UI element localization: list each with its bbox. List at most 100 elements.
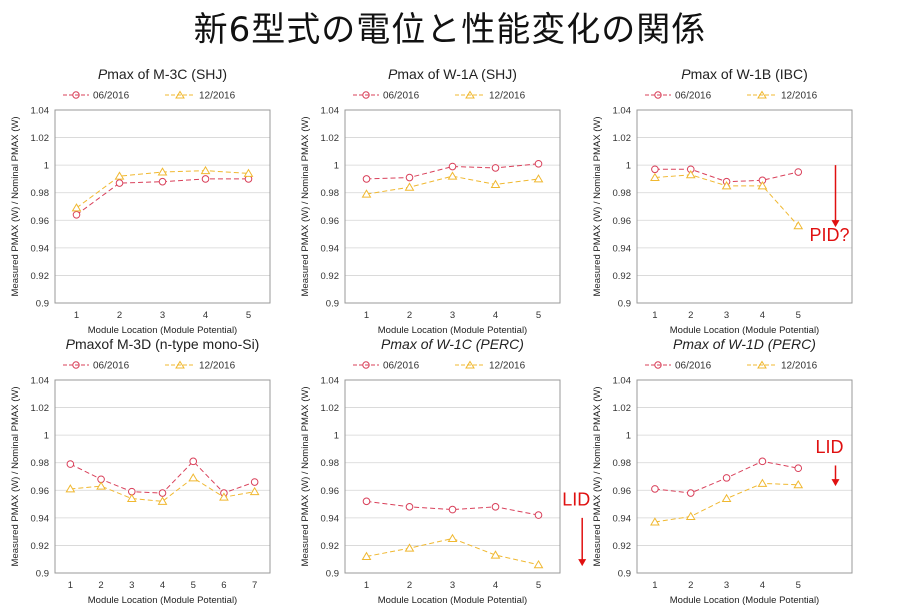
data-point-1216: [757, 181, 768, 190]
x-tick-label: 4: [493, 580, 498, 591]
y-tick-label: 0.96: [31, 216, 50, 227]
y-tick-label: 1.04: [31, 106, 50, 117]
data-point-1216: [721, 493, 732, 503]
series-line-1216: [654, 482, 799, 523]
data-point-1216: [685, 511, 696, 520]
y-tick-label: 0.9: [36, 569, 49, 580]
y-tick-label: 1: [44, 161, 49, 172]
legend-label-0616: 06/2016: [93, 361, 130, 372]
annotation-label: PID?: [809, 225, 849, 245]
y-tick-label: 1.02: [31, 133, 50, 144]
data-point-1216: [533, 559, 544, 569]
x-tick-label: 2: [407, 580, 412, 591]
data-point-0616: [651, 485, 659, 493]
data-point-1216: [757, 478, 768, 487]
x-axis-label: Module Location (Module Potential): [670, 325, 819, 336]
y-tick-label: 1.02: [613, 403, 632, 414]
y-axis-label: Measured PMAX (W) / Nominal PMAX (W): [300, 117, 311, 297]
data-point-0616: [758, 457, 767, 466]
data-point-1216: [157, 496, 168, 505]
x-tick-label: 4: [203, 310, 208, 321]
data-point-0616: [115, 179, 124, 187]
x-tick-label: 3: [450, 580, 455, 591]
series-line-0616: [366, 500, 539, 516]
x-tick-label: 7: [252, 580, 257, 591]
y-tick-label: 0.9: [618, 569, 631, 580]
series-line-0616: [366, 163, 539, 180]
data-point-1216: [126, 493, 137, 503]
legend-marker-0616: [654, 361, 662, 369]
chart-panel-1: Pmax of M-3C (SHJ) 06/2016 12/2016 0.9 0.92 0…: [10, 66, 271, 336]
data-point-1216: [490, 179, 501, 188]
x-tick-label: 5: [796, 580, 801, 591]
data-point-1216: [721, 181, 732, 190]
x-tick-label: 5: [246, 310, 251, 321]
y-tick-label: 0.92: [613, 271, 632, 282]
data-point-1216: [96, 481, 106, 490]
x-tick-label: 6: [221, 580, 226, 591]
y-axis-label: Measured PMAX (W) / Nominal PMAX (W): [592, 117, 603, 297]
data-point-1216: [404, 182, 415, 191]
x-tick-label: 2: [407, 310, 412, 321]
x-tick-label: 2: [688, 580, 693, 591]
y-tick-label: 1.04: [321, 106, 340, 117]
data-point-1216: [114, 171, 125, 180]
data-point-0616: [201, 175, 210, 183]
x-tick-label: 1: [364, 580, 369, 591]
data-point-1216: [361, 189, 372, 198]
data-point-0616: [362, 497, 371, 506]
y-axis-label: Measured PMAX (W) / Nominal PMAX (W): [10, 387, 21, 567]
x-tick-label: 1: [68, 580, 73, 591]
legend-marker-0616: [72, 361, 80, 369]
x-tick-label: 4: [160, 580, 165, 591]
x-tick-label: 4: [493, 310, 498, 321]
y-tick-label: 1.04: [613, 106, 632, 117]
data-point-1216: [533, 174, 544, 183]
data-point-0616: [448, 505, 457, 514]
data-point-0616: [158, 177, 167, 186]
y-tick-label: 1: [626, 431, 631, 442]
x-tick-label: 3: [724, 310, 729, 321]
chart-panel-2: Pmax of W-1A (SHJ) 06/2016 12/2016 0.9 0.92 0…: [300, 66, 561, 336]
y-tick-label: 0.96: [613, 216, 632, 227]
y-tick-label: 1.04: [613, 376, 632, 387]
x-axis-label: Module Location (Module Potential): [88, 325, 237, 336]
chart-title: Pmax of W-1C (PERC): [381, 336, 524, 352]
y-tick-label: 0.92: [321, 271, 340, 282]
legend-marker-0616: [362, 361, 370, 369]
data-point-1216: [188, 473, 199, 482]
data-point-0616: [66, 460, 75, 468]
x-tick-label: 3: [450, 310, 455, 321]
y-tick-label: 1.02: [321, 403, 340, 414]
data-point-0616: [189, 457, 198, 466]
data-point-0616: [686, 489, 695, 497]
data-point-0616: [405, 173, 414, 182]
x-axis-label: Module Location (Module Potential): [378, 325, 527, 336]
y-tick-label: 0.94: [31, 513, 50, 524]
data-point-1216: [361, 551, 372, 560]
x-tick-label: 5: [796, 310, 801, 321]
y-tick-label: 1.04: [31, 376, 50, 387]
plot-area: [636, 109, 853, 304]
y-tick-label: 0.96: [613, 486, 632, 497]
legend-marker-0616: [72, 91, 80, 99]
x-tick-label: 5: [536, 310, 541, 321]
data-point-1216: [793, 479, 804, 489]
data-point-1216: [157, 167, 168, 176]
x-tick-label: 1: [652, 580, 657, 591]
y-axis-label: Measured PMAX (W) / Nominal PMAX (W): [592, 387, 603, 567]
data-point-1216: [793, 221, 804, 230]
x-tick-label: 1: [364, 310, 369, 321]
y-tick-label: 0.94: [613, 513, 632, 524]
data-point-1216: [243, 168, 254, 177]
y-tick-label: 1: [334, 161, 339, 172]
x-tick-label: 2: [98, 580, 103, 591]
data-point-1216: [685, 170, 696, 179]
legend-label-0616: 06/2016: [383, 361, 420, 372]
page-title: 新6型式の電位と性能変化の関係: [193, 10, 707, 50]
data-point-1216: [650, 172, 660, 182]
y-tick-label: 0.98: [321, 458, 340, 469]
legend-label-0616: 06/2016: [93, 91, 130, 102]
data-point-1216: [249, 486, 260, 496]
